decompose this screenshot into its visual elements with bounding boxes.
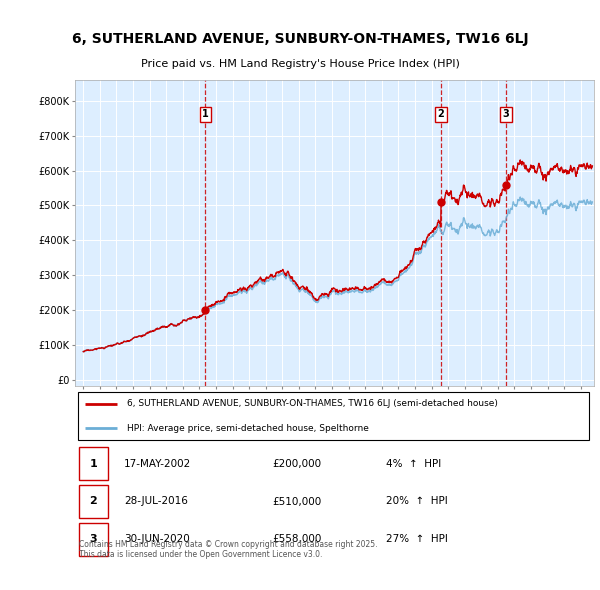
Text: 28-JUL-2016: 28-JUL-2016 bbox=[124, 497, 188, 506]
FancyBboxPatch shape bbox=[79, 523, 107, 556]
Text: Contains HM Land Registry data © Crown copyright and database right 2025.
This d: Contains HM Land Registry data © Crown c… bbox=[79, 540, 377, 559]
Text: 3: 3 bbox=[503, 109, 509, 119]
Text: 20%  ↑  HPI: 20% ↑ HPI bbox=[386, 497, 448, 506]
Text: 4%  ↑  HPI: 4% ↑ HPI bbox=[386, 459, 442, 468]
Text: £558,000: £558,000 bbox=[272, 535, 322, 544]
Text: HPI: Average price, semi-detached house, Spelthorne: HPI: Average price, semi-detached house,… bbox=[127, 424, 369, 432]
Text: 1: 1 bbox=[89, 459, 97, 468]
Text: 3: 3 bbox=[89, 535, 97, 544]
Text: 2: 2 bbox=[89, 497, 97, 506]
Text: 27%  ↑  HPI: 27% ↑ HPI bbox=[386, 535, 448, 544]
Text: 2: 2 bbox=[437, 109, 445, 119]
FancyBboxPatch shape bbox=[77, 392, 589, 440]
Text: £510,000: £510,000 bbox=[272, 497, 322, 506]
Text: 30-JUN-2020: 30-JUN-2020 bbox=[124, 535, 190, 544]
Text: 6, SUTHERLAND AVENUE, SUNBURY-ON-THAMES, TW16 6LJ: 6, SUTHERLAND AVENUE, SUNBURY-ON-THAMES,… bbox=[71, 32, 529, 45]
FancyBboxPatch shape bbox=[79, 447, 107, 480]
Text: 1: 1 bbox=[202, 109, 209, 119]
Text: 17-MAY-2002: 17-MAY-2002 bbox=[124, 459, 191, 468]
FancyBboxPatch shape bbox=[79, 485, 107, 518]
Text: 6, SUTHERLAND AVENUE, SUNBURY-ON-THAMES, TW16 6LJ (semi-detached house): 6, SUTHERLAND AVENUE, SUNBURY-ON-THAMES,… bbox=[127, 399, 498, 408]
Text: £200,000: £200,000 bbox=[272, 459, 322, 468]
Text: Price paid vs. HM Land Registry's House Price Index (HPI): Price paid vs. HM Land Registry's House … bbox=[140, 59, 460, 69]
